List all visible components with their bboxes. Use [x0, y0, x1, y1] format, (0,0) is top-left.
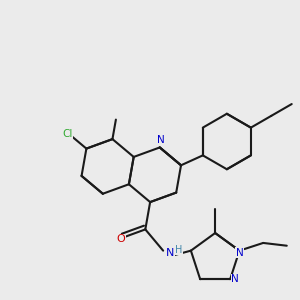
Text: O: O	[117, 235, 126, 244]
Text: N: N	[157, 134, 165, 145]
Text: H: H	[175, 245, 183, 255]
Text: N: N	[166, 248, 174, 258]
Text: Cl: Cl	[62, 129, 73, 139]
Text: N: N	[231, 274, 239, 284]
Text: N: N	[236, 248, 243, 258]
